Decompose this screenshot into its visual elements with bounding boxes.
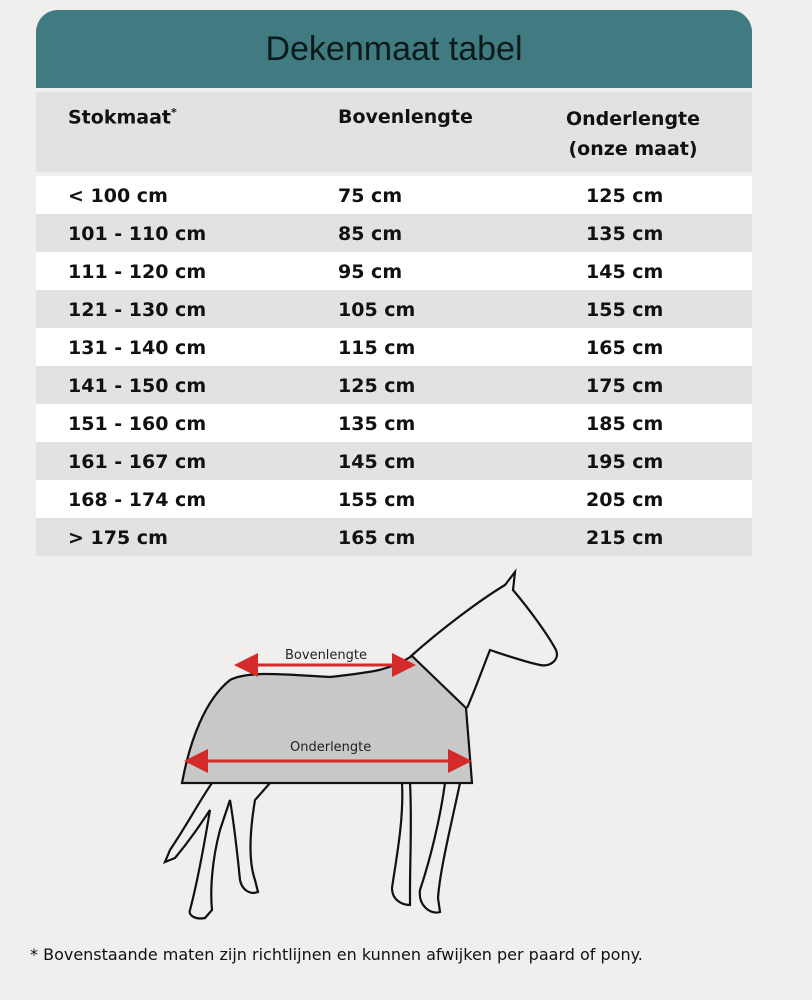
cell-onder: 205 cm (586, 489, 664, 511)
cell-stokmaat: 151 - 160 cm (68, 413, 207, 435)
cell-stokmaat: 111 - 120 cm (68, 261, 207, 283)
blanket-shape (180, 654, 474, 785)
table-row: 168 - 174 cm 155 cm 205 cm (36, 480, 752, 518)
header-onderlengte-sub: (onze maat) (568, 138, 698, 160)
onderlengte-label: Onderlengte (290, 740, 371, 755)
cell-boven: 155 cm (338, 489, 416, 511)
cell-stokmaat: > 175 cm (68, 527, 168, 549)
cell-onder: 165 cm (586, 337, 664, 359)
cell-boven: 145 cm (338, 451, 416, 473)
table-row: 151 - 160 cm 135 cm 185 cm (36, 404, 752, 442)
cell-onder: 125 cm (586, 185, 664, 207)
cell-stokmaat: 101 - 110 cm (68, 223, 207, 245)
cell-onder: 175 cm (586, 375, 664, 397)
table-row: 141 - 150 cm 125 cm 175 cm (36, 366, 752, 404)
size-table: Stokmaat* Bovenlengte Onderlengte (onze m… (36, 92, 752, 556)
cell-boven: 75 cm (338, 185, 403, 207)
page-title: Dekenmaat tabel (36, 10, 752, 88)
header-bovenlengte: Bovenlengte (338, 106, 473, 128)
horse-outline (162, 568, 558, 920)
cell-onder: 145 cm (586, 261, 664, 283)
table-row: 111 - 120 cm 95 cm 145 cm (36, 252, 752, 290)
cell-boven: 135 cm (338, 413, 416, 435)
table-row: 131 - 140 cm 115 cm 165 cm (36, 328, 752, 366)
table-row: 161 - 167 cm 145 cm 195 cm (36, 442, 752, 480)
table-row: 121 - 130 cm 105 cm 155 cm (36, 290, 752, 328)
cell-stokmaat: 161 - 167 cm (68, 451, 207, 473)
cell-onder: 185 cm (586, 413, 664, 435)
cell-onder: 195 cm (586, 451, 664, 473)
table-row: 101 - 110 cm 85 cm 135 cm (36, 214, 752, 252)
cell-stokmaat: 168 - 174 cm (68, 489, 207, 511)
header-onderlengte-label: Onderlengte (566, 108, 701, 130)
footnote: * Bovenstaande maten zijn richtlijnen en… (30, 945, 643, 964)
cell-onder: 215 cm (586, 527, 664, 549)
cell-boven: 115 cm (338, 337, 416, 359)
cell-boven: 95 cm (338, 261, 403, 283)
cell-stokmaat: 121 - 130 cm (68, 299, 207, 321)
cell-stokmaat: 141 - 150 cm (68, 375, 207, 397)
cell-boven: 85 cm (338, 223, 403, 245)
cell-stokmaat: 131 - 140 cm (68, 337, 207, 359)
table-row: < 100 cm 75 cm 125 cm (36, 176, 752, 214)
header-stokmaat-label: Stokmaat (68, 106, 171, 129)
table-row: > 175 cm 165 cm 215 cm (36, 518, 752, 556)
header-stokmaat: Stokmaat* (68, 106, 177, 128)
cell-stokmaat: < 100 cm (68, 185, 168, 207)
table-header: Stokmaat* Bovenlengte Onderlengte (onze m… (36, 92, 752, 172)
cell-onder: 155 cm (586, 299, 664, 321)
cell-boven: 105 cm (338, 299, 416, 321)
cell-onder: 135 cm (586, 223, 664, 245)
cell-boven: 125 cm (338, 375, 416, 397)
bovenlengte-label: Bovenlengte (285, 648, 367, 663)
asterisk: * (170, 106, 177, 119)
cell-boven: 165 cm (338, 527, 416, 549)
header-onderlengte: Onderlengte (onze maat) (566, 104, 700, 164)
